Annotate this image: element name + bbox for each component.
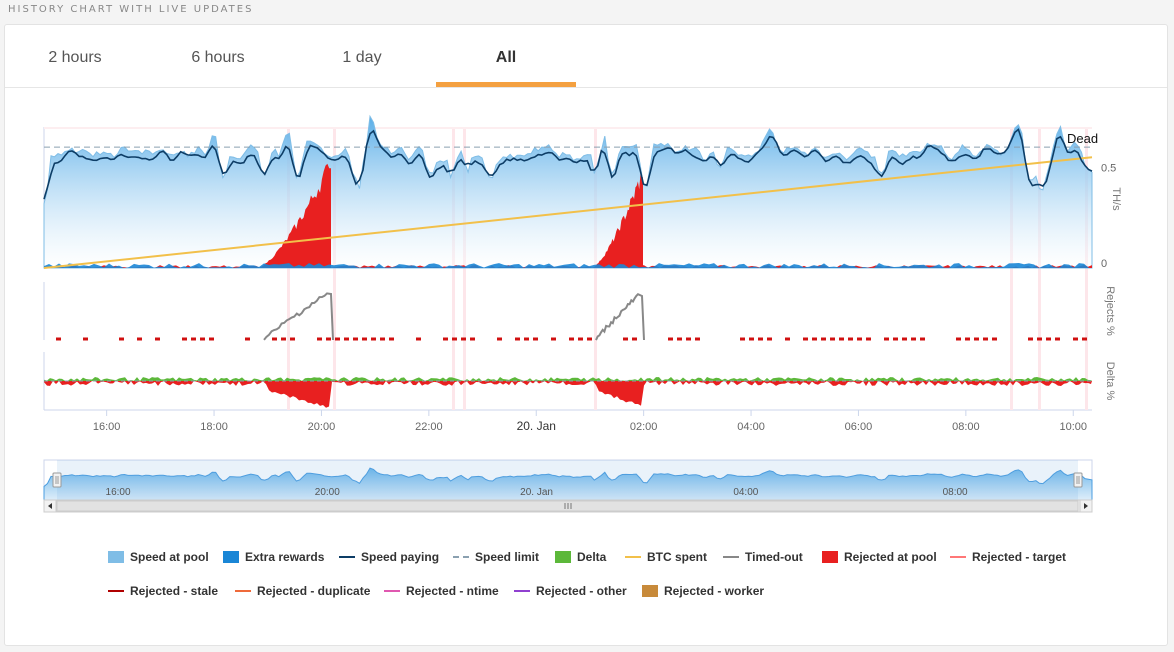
scroll-right-arrow-icon [1084, 503, 1088, 509]
legend-label: Extra rewards [245, 550, 325, 564]
x-tick-label-3: 22:00 [415, 421, 443, 433]
legend-item-btc-spent[interactable]: BTC spent [625, 549, 707, 565]
series-extra-rewards [44, 263, 1092, 268]
top-band [44, 127, 1092, 129]
navigator-tick-4: 08:00 [943, 487, 968, 498]
series-btc-spent [43, 156, 1093, 269]
legend-symbol [108, 585, 124, 597]
navigator-handle-left[interactable] [52, 472, 62, 488]
legend-item-rejected-target[interactable]: Rejected - target [950, 549, 1066, 565]
legend-label: Rejected - worker [664, 584, 765, 598]
scroll-left-arrow-icon [48, 503, 52, 509]
panel-bg-2 [44, 282, 1092, 340]
legend-label: Rejected - ntime [406, 584, 499, 598]
series-timed-out-1 [263, 292, 334, 341]
legend-symbol [555, 551, 571, 563]
tab-6-hours[interactable]: 6 hours [191, 49, 245, 66]
legend-symbol [384, 585, 400, 597]
series-speed-paying [43, 128, 1093, 200]
legend-item-speed-limit[interactable]: Speed limit [453, 549, 539, 565]
legend-symbol [453, 551, 469, 563]
legend-item-delta[interactable]: Delta [555, 549, 606, 565]
y-axis-label-delta: Delta % [1104, 362, 1116, 401]
x-tick-label-4: 20. Jan [517, 419, 556, 433]
legend-symbol [235, 585, 251, 597]
x-tick-label-8: 08:00 [952, 421, 980, 433]
series-timed-out-2 [595, 293, 645, 341]
navigator-series [43, 467, 1093, 501]
tab-all[interactable]: All [436, 25, 576, 87]
x-tick-label-7: 06:00 [845, 421, 873, 433]
legend-label: Rejected - target [972, 550, 1067, 564]
legend-item-rejected-at-pool[interactable]: Rejected at pool [822, 549, 937, 565]
legend-symbol [514, 585, 530, 597]
navigator-tick-2: 20. Jan [520, 487, 553, 498]
legend-symbol [223, 551, 239, 563]
tab-2-hours[interactable]: 2 hours [48, 49, 102, 66]
legend-label: Rejected - stale [130, 584, 219, 598]
legend-label: Delta [577, 550, 607, 564]
legend-symbol [642, 585, 658, 597]
legend-label: BTC spent [647, 550, 707, 564]
legend-item-extra-rewards[interactable]: Extra rewards [223, 549, 324, 565]
legend-label: Speed at pool [130, 550, 209, 564]
navigator-tick-3: 04:00 [733, 487, 758, 498]
legend-label: Speed limit [475, 550, 540, 564]
x-tick-label-0: 16:00 [93, 421, 121, 433]
annotation-dead: Dead [1067, 131, 1098, 146]
navigator-mask [57, 460, 1078, 500]
series-rejected-at-pool-peak-2 [592, 173, 643, 268]
series-rejected-at-pool-peak-1 [258, 163, 331, 268]
legend-item-speed-at-pool[interactable]: Speed at pool [108, 549, 209, 565]
navigator-tick-0: 16:00 [106, 487, 131, 498]
legend-item-timed-out[interactable]: Timed-out [723, 549, 803, 565]
legend-label: Rejected at pool [844, 550, 937, 564]
section-title: HISTORY CHART WITH LIVE UPDATES [8, 4, 254, 15]
y-axis-label-ths: TH/s [1110, 187, 1122, 211]
legend-item-rejected-ntime[interactable]: Rejected - ntime [384, 583, 499, 599]
legend-label: Timed-out [745, 550, 803, 564]
series-delta-negative [44, 381, 1092, 408]
legend-label: Rejected - duplicate [257, 584, 371, 598]
x-tick-label-1: 18:00 [200, 421, 228, 433]
legend-symbol [723, 551, 739, 563]
y-tick-0-5: 0.5 [1101, 162, 1116, 174]
y-tick-0: 0 [1101, 258, 1107, 270]
x-tick-label-6: 04:00 [737, 421, 765, 433]
legend-label: Speed paying [361, 550, 440, 564]
legend-symbol [339, 551, 355, 563]
legend-item-rejected-other[interactable]: Rejected - other [514, 583, 627, 599]
legend-symbol [108, 551, 124, 563]
x-tick-label-5: 02:00 [630, 421, 658, 433]
series-delta [44, 377, 1092, 381]
legend-symbol [625, 551, 641, 563]
navigator-tick-1: 20:00 [315, 487, 340, 498]
tab-1-day[interactable]: 1 day [342, 49, 382, 66]
y-axis-label-rejects: Rejects % [1104, 286, 1116, 336]
legend-item-rejected-stale[interactable]: Rejected - stale [108, 583, 218, 599]
legend-item-speed-paying[interactable]: Speed paying [339, 549, 439, 565]
x-tick-label-2: 20:00 [308, 421, 336, 433]
navigator-handle-right[interactable] [1073, 472, 1083, 488]
legend-symbol [950, 551, 966, 563]
legend-item-rejected-worker[interactable]: Rejected - worker [642, 583, 764, 599]
legend-item-rejected-duplicate[interactable]: Rejected - duplicate [235, 583, 370, 599]
range-tabs: 2 hours 6 hours 1 day All [5, 25, 1167, 88]
legend-label: Rejected - other [536, 584, 627, 598]
legend-symbol [822, 551, 838, 563]
x-tick-label-9: 10:00 [1059, 421, 1087, 433]
